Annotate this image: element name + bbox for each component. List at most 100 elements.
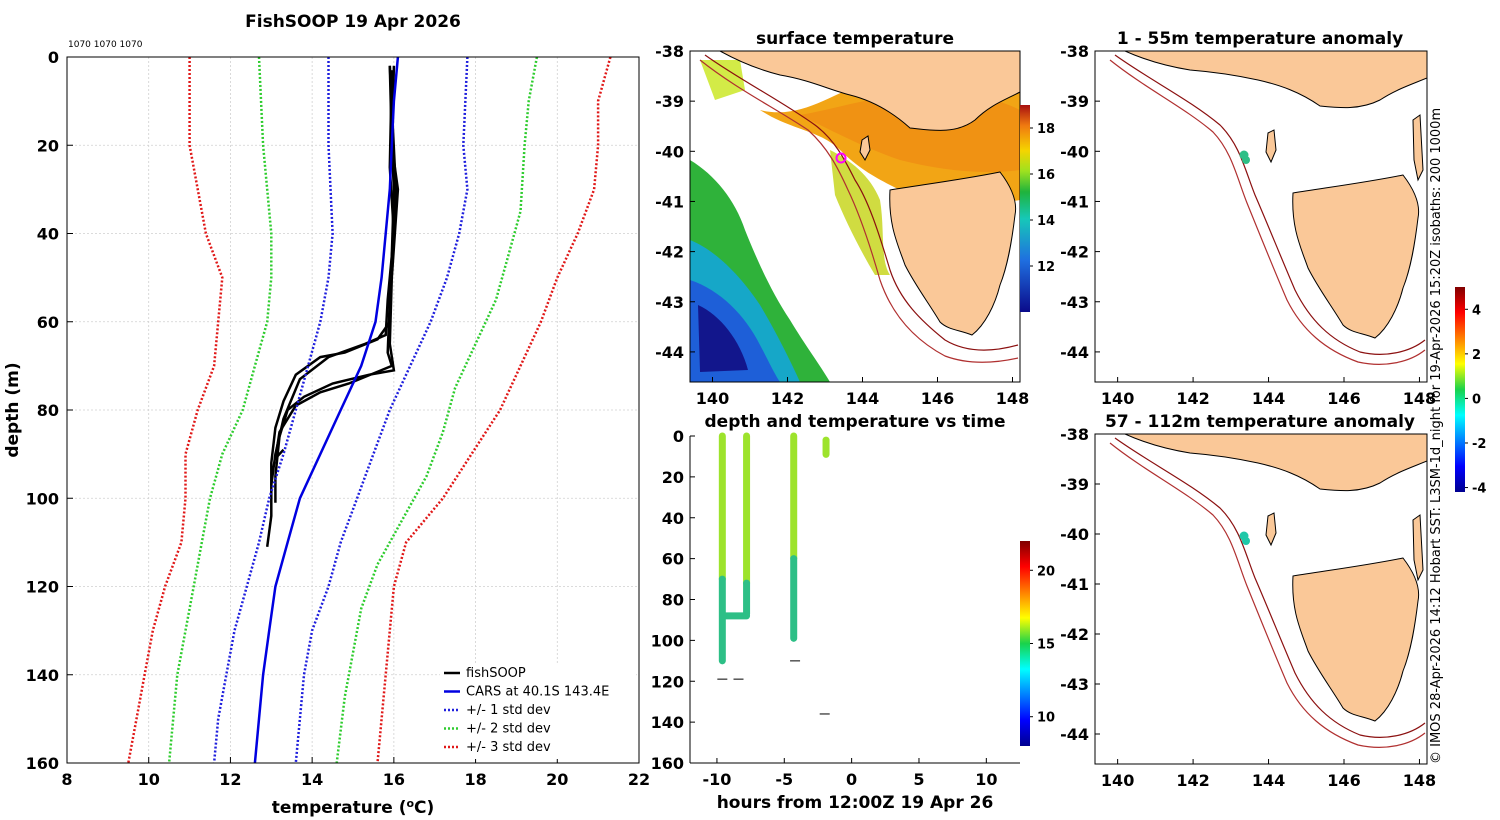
time-y-tick-label: 140 [651, 713, 684, 732]
legend-label: +/- 2 std dev [466, 722, 551, 737]
time-y-tick-label: 40 [662, 509, 684, 528]
anomaly-colorbar-ticks: 4 2 0 -2 -4 [1465, 303, 1486, 497]
lon-tick-label: 148 [1403, 389, 1436, 408]
lon-tick-label: 146 [1327, 771, 1360, 790]
lon-tick-label: 142 [1176, 389, 1209, 408]
anom1-title: 1 - 55m temperature anomaly [1117, 29, 1403, 49]
time-x-tick-label: 0 [846, 770, 857, 789]
sst-axis-ticks: -38 -39 -40 -41 -42 -43 -44 140 142 144 146 148 [655, 42, 1029, 408]
profile-panel: FishSOOP 19 Apr 2026 1070 1070 1070 8 10 1… [3, 12, 650, 818]
time-y-tick-label: 100 [651, 631, 684, 650]
lat-tick-label: -44 [1060, 725, 1089, 744]
sst-isobath-200 [704, 54, 1019, 351]
x-tick-label: 14 [301, 770, 323, 789]
time-colorbar-ticks: 20 15 10 [1030, 564, 1055, 726]
lat-tick-label: -40 [1060, 142, 1089, 161]
lat-tick-label: -38 [655, 42, 684, 61]
sst-map [690, 51, 1020, 382]
time-y-tick-label: 20 [662, 468, 684, 487]
time-y-tick-label: 160 [651, 754, 684, 773]
time-title: depth and temperature vs time [705, 412, 1006, 432]
anom2-map [1095, 434, 1427, 764]
anom2-title: 57 - 112m temperature anomaly [1105, 412, 1415, 432]
time-y-tick-label: 60 [662, 550, 684, 569]
sst-mainland [719, 51, 1020, 131]
cbar-tick-label: 12 [1037, 260, 1055, 275]
y-tick-label: 60 [37, 313, 59, 332]
lat-tick-label: -43 [1060, 675, 1089, 694]
cbar-tick-label: -4 [1472, 482, 1486, 497]
time-y-tick-label: 0 [673, 427, 684, 446]
lat-tick-label: -40 [1060, 525, 1089, 544]
cars-mean-line [253, 56, 400, 764]
x-tick-label: 12 [219, 770, 241, 789]
surface-temp-panel: surface temperature [655, 29, 1055, 408]
stddev-lower-line [127, 57, 224, 764]
lon-tick-label: 148 [1403, 771, 1436, 790]
time-x-tick-label: -5 [775, 770, 793, 789]
anomaly1-panel: 1 - 55m temperature anomaly -38 -39 -40 -41… [1060, 29, 1436, 408]
lat-tick-label: -41 [1060, 575, 1089, 594]
legend-label: +/- 3 std dev [466, 740, 551, 755]
side-note: © IMOS 28-Apr-2026 14:12 Hobart SST: L3S… [1429, 108, 1444, 764]
lon-tick-label: 148 [996, 389, 1029, 408]
lon-tick-label: 146 [1327, 389, 1360, 408]
stddev-lower-line [212, 57, 334, 764]
y-tick-label: 100 [26, 489, 59, 508]
stddev-upper-line [376, 56, 612, 764]
lat-tick-label: -39 [1060, 92, 1089, 111]
x-tick-label: 16 [383, 770, 405, 789]
time-xlabel: hours from 12:00Z 19 Apr 26 [717, 793, 994, 813]
sst-colorbar [1020, 105, 1030, 312]
time-x-tick-label: -10 [702, 770, 731, 789]
anom1-axis-ticks: -38 -39 -40 -41 -42 -43 -44 140 142 144 146 148 [1060, 42, 1436, 408]
cbar-tick-label: -2 [1472, 437, 1486, 452]
profile-xlabel: temperature (oC) [272, 797, 435, 819]
anom2-frame [1094, 433, 1428, 765]
y-tick-label: 140 [26, 666, 59, 685]
lat-tick-label: -39 [1060, 475, 1089, 494]
lat-tick-label: -40 [655, 142, 684, 161]
lat-tick-label: -41 [1060, 192, 1089, 211]
anom1-frame [1094, 50, 1428, 383]
lat-tick-label: -41 [655, 192, 684, 211]
profile-ylabel: depth (m) [3, 362, 23, 457]
lat-tick-label: -44 [655, 343, 684, 362]
lon-tick-label: 142 [1176, 771, 1209, 790]
time-x-tick-label: 5 [913, 770, 924, 789]
cbar-tick-label: 4 [1472, 303, 1481, 318]
lon-tick-label: 144 [846, 389, 879, 408]
stddev-lower-line [167, 56, 273, 764]
sst-colorbar-ticks: 18 16 14 12 [1030, 122, 1055, 275]
anom1-map [1095, 51, 1427, 382]
time-marks [717, 432, 830, 715]
profile-ticks: 8 10 12 14 16 18 20 22 0 20 40 60 80 100 120 140 160 [26, 48, 651, 789]
profile-grid [66, 56, 640, 764]
anom1-isobath-1000 [1109, 59, 1426, 365]
lat-tick-label: -39 [655, 92, 684, 111]
sst-vessel-marker [835, 152, 847, 164]
profile-legend: fishSOOP CARS at 40.1S 143.4E +/- 1 std de… [440, 665, 636, 759]
time-x-tick-label: 10 [975, 770, 997, 789]
lat-tick-label: -38 [1060, 425, 1089, 444]
y-tick-label: 20 [37, 136, 59, 155]
profile-title: FishSOOP 19 Apr 2026 [245, 12, 461, 32]
anom2-axis-ticks: -38 -39 -40 -41 -42 -43 -44 140 142 144 146 148 [1060, 425, 1436, 790]
anom1-mainland [1124, 51, 1427, 109]
cbar-tick-label: 10 [1037, 711, 1055, 726]
x-tick-label: 22 [628, 770, 650, 789]
cbar-tick-label: 0 [1472, 392, 1481, 407]
time-panel: depth and temperature vs time 0 20 40 60 80 1… [651, 412, 1056, 813]
legend-label: +/- 1 std dev [466, 703, 551, 718]
legend-label: fishSOOP [466, 666, 526, 681]
x-tick-label: 20 [546, 770, 568, 789]
anomaly2-panel: 57 - 112m temperature anomaly -38 -39 -40 -… [1060, 412, 1436, 790]
lon-tick-label: 144 [1252, 389, 1285, 408]
cbar-tick-label: 2 [1472, 348, 1481, 363]
y-tick-label: 40 [37, 225, 59, 244]
sst-isobath-1000 [699, 59, 1019, 363]
profile-series [127, 56, 612, 764]
y-tick-label: 80 [37, 401, 59, 420]
anom1-isobath-200 [1114, 54, 1426, 355]
